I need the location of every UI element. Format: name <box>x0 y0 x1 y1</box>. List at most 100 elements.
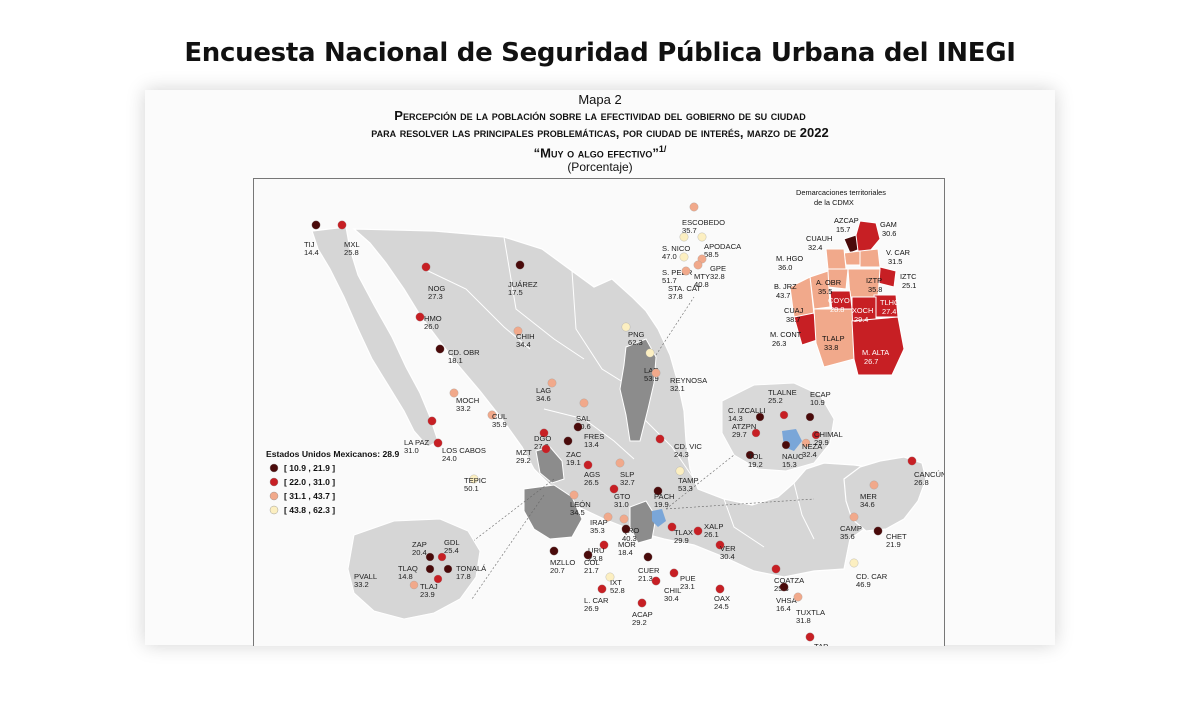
city-marker-escobedo[interactable] <box>689 202 699 212</box>
city-marker-lag[interactable] <box>547 378 557 388</box>
city-marker-la-paz[interactable] <box>427 416 437 426</box>
city-marker-sal[interactable] <box>579 398 589 408</box>
headline: Encuesta Nacional de Seguridad Pública U… <box>184 38 1016 68</box>
city-marker-xalp[interactable] <box>693 526 703 536</box>
city-marker-slp[interactable] <box>615 458 625 468</box>
city-marker-reynosa[interactable] <box>651 368 661 378</box>
city-marker-l-car[interactable] <box>597 584 607 594</box>
city-marker-ixt[interactable] <box>605 572 615 582</box>
city-marker-mer[interactable] <box>869 480 879 490</box>
cdmx-value-tlhc: 27.4 <box>882 307 896 316</box>
city-marker-mxl[interactable] <box>337 220 347 230</box>
city-marker-uru[interactable] <box>599 540 609 550</box>
edomex-name-ecap: ECAP <box>810 390 831 399</box>
city-marker-cd-obr[interactable] <box>435 344 445 354</box>
city-name-gpe: GPE <box>710 264 726 273</box>
city-marker-ags[interactable] <box>583 460 593 470</box>
city-marker-moch[interactable] <box>449 388 459 398</box>
jalisco-marker-gdl[interactable] <box>437 552 447 562</box>
city-marker-nog[interactable] <box>421 262 431 272</box>
jalisco-marker-tonal[interactable] <box>443 564 453 574</box>
legend-swatch-0 <box>269 463 279 473</box>
city-marker-tepic[interactable] <box>469 474 479 484</box>
edomex-marker-tlalne[interactable] <box>779 410 789 420</box>
edomex-name-atzpn: ATZPN <box>732 422 756 431</box>
city-marker-apodaca[interactable] <box>697 232 707 242</box>
city-marker-tuxtla[interactable] <box>793 592 803 602</box>
city-value-cuer: 21.3 <box>638 574 653 583</box>
edomex-marker-nauc[interactable] <box>781 440 791 450</box>
jalisco-marker-pvall[interactable] <box>409 580 419 590</box>
city-marker-mor[interactable] <box>621 524 631 534</box>
city-marker-s-nico[interactable] <box>679 232 689 242</box>
jalisco-marker-zap[interactable] <box>425 552 435 562</box>
city-marker-irap[interactable] <box>603 512 613 522</box>
city-marker-chil[interactable] <box>651 576 661 586</box>
city-marker-le-n[interactable] <box>569 490 579 500</box>
map-header: Mapa 2 Percepción de la población sobre … <box>145 90 1055 174</box>
city-marker-cd-car[interactable] <box>849 558 859 568</box>
city-marker-los-cabos[interactable] <box>433 438 443 448</box>
city-marker-gto[interactable] <box>609 484 619 494</box>
city-marker-pue[interactable] <box>669 568 679 578</box>
city-marker-tamp[interactable] <box>675 466 685 476</box>
map-title-line-2: para resolver las principales problemáti… <box>371 125 829 140</box>
city-marker-tlax[interactable] <box>667 522 677 532</box>
map-frame: Demarcaciones territoriales de la CDMX A <box>253 178 947 659</box>
city-value-cd-car: 46.9 <box>856 580 871 589</box>
edomex-marker-neza[interactable] <box>801 438 811 448</box>
jalisco-marker-tlaj[interactable] <box>433 574 443 584</box>
city-name-coatza: COATZA <box>774 576 805 585</box>
city-marker-ver[interactable] <box>715 540 725 550</box>
edomex-marker-tol[interactable] <box>745 450 755 460</box>
city-marker-mzt[interactable] <box>541 444 551 454</box>
edomex-inset <box>721 382 835 472</box>
edomex-marker-c-izcalli[interactable] <box>755 412 765 422</box>
cdmx-value-a-obr: 35.5 <box>818 287 832 296</box>
cdmx-value-coyo: 28.8 <box>830 305 844 314</box>
city-value-lar: 53.9 <box>644 374 659 383</box>
city-marker-cuer[interactable] <box>643 552 653 562</box>
city-name-sal: SAL <box>576 414 590 423</box>
city-name-cuer: CUER <box>638 566 660 575</box>
city-marker-tap[interactable] <box>805 632 815 642</box>
city-name-moch: MOCH <box>456 396 479 405</box>
city-marker-col[interactable] <box>583 550 593 560</box>
city-marker-vhsa[interactable] <box>779 582 789 592</box>
jalisco-name-tonal: TONALÁ <box>456 564 487 573</box>
edomex-marker-chimal[interactable] <box>811 430 821 440</box>
city-value-chih: 34.4 <box>516 340 531 349</box>
city-marker-s-pedr[interactable] <box>679 252 689 262</box>
city-marker-camp[interactable] <box>849 512 859 522</box>
city-marker-canc-n[interactable] <box>907 456 917 466</box>
city-marker-qro[interactable] <box>619 514 629 524</box>
city-marker-hmo[interactable] <box>415 312 425 322</box>
city-marker-mty[interactable] <box>693 260 703 270</box>
city-marker-cul[interactable] <box>487 410 497 420</box>
city-name-lag: LAG <box>536 386 551 395</box>
city-marker-dgo[interactable] <box>539 428 549 438</box>
cdmx-label-m-alta: M. ALTA <box>862 348 889 357</box>
city-value-sal: 40.6 <box>576 422 591 431</box>
city-marker-tij[interactable] <box>311 220 321 230</box>
city-marker-acap[interactable] <box>637 598 647 608</box>
city-marker-sta-cat[interactable] <box>681 266 691 276</box>
city-name-pue: PUE <box>680 574 696 583</box>
city-marker-chet[interactable] <box>873 526 883 536</box>
edomex-marker-atzpn[interactable] <box>751 428 761 438</box>
city-marker-oax[interactable] <box>715 584 725 594</box>
city-marker-lar[interactable] <box>645 348 655 358</box>
jalisco-marker-tlaq[interactable] <box>425 564 435 574</box>
edomex-marker-ecap[interactable] <box>805 412 815 422</box>
city-marker-fres[interactable] <box>573 422 583 432</box>
city-marker-ju-rez[interactable] <box>515 260 525 270</box>
city-marker-pach[interactable] <box>653 486 663 496</box>
city-marker-zac[interactable] <box>563 436 573 446</box>
city-marker-chih[interactable] <box>513 326 523 336</box>
legend-national: Estados Unidos Mexicanos: 28.9 <box>266 449 399 459</box>
city-marker-mzllo[interactable] <box>549 546 559 556</box>
city-marker-png[interactable] <box>621 322 631 332</box>
city-marker-coatza[interactable] <box>771 564 781 574</box>
city-marker-cd-vic[interactable] <box>655 434 665 444</box>
